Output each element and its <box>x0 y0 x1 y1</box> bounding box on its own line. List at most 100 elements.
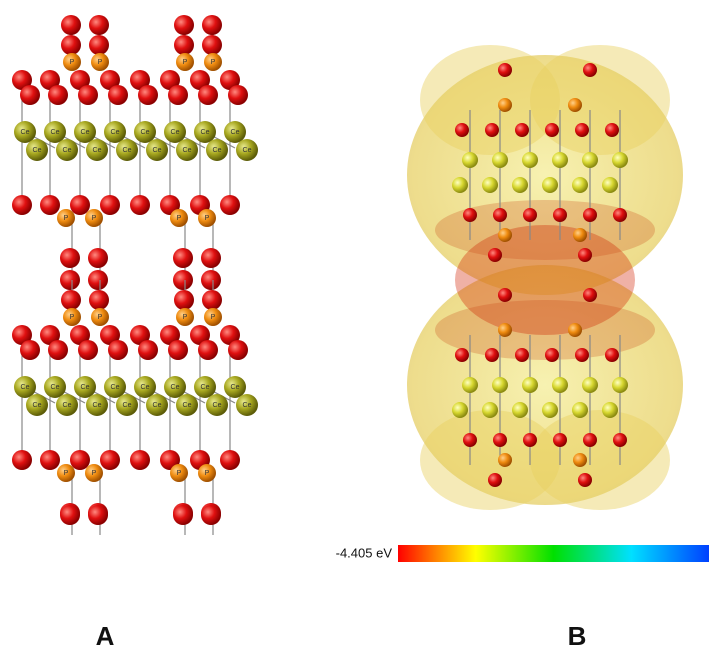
phosphorus-atom <box>498 228 512 242</box>
oxygen-atom <box>138 340 158 360</box>
atom-label: Ce <box>93 402 102 409</box>
phosphorus-atom <box>573 228 587 242</box>
oxygen-atom <box>138 85 158 105</box>
atom-label: Ce <box>63 147 72 154</box>
oxygen-atom <box>202 15 222 35</box>
phosphorus-atom <box>170 209 188 227</box>
phosphorus-atom <box>198 209 216 227</box>
cerium-atom <box>512 402 528 418</box>
cerium-atom <box>56 394 78 416</box>
oxygen-atom <box>201 505 221 525</box>
oxygen-atom <box>498 288 512 302</box>
oxygen-atom <box>12 195 32 215</box>
cerium-atom <box>452 177 468 193</box>
oxygen-atom <box>100 70 120 90</box>
atom-label: Ce <box>183 402 192 409</box>
cerium-atom <box>512 177 528 193</box>
atom-label: P <box>177 215 182 222</box>
phosphorus-atom <box>91 53 109 71</box>
oxygen-atom <box>12 70 32 90</box>
atom-label: P <box>177 470 182 477</box>
cerium-atom <box>236 139 258 161</box>
cerium-atom <box>452 402 468 418</box>
oxygen-atom <box>578 248 592 262</box>
atom-label: Ce <box>123 402 132 409</box>
surface <box>530 45 670 155</box>
cerium-atom <box>542 177 558 193</box>
oxygen-atom <box>545 348 559 362</box>
oxygen-atom <box>553 208 567 222</box>
oxygen-atom <box>515 348 529 362</box>
oxygen-atom <box>190 325 210 345</box>
oxygen-atom <box>455 348 469 362</box>
oxygen-atom <box>61 290 81 310</box>
cerium-atom <box>522 152 538 168</box>
atom-label: Ce <box>243 402 252 409</box>
phosphorus-atom <box>498 453 512 467</box>
atom-label: Ce <box>201 129 210 136</box>
cerium-atom <box>74 376 96 398</box>
oxygen-atom <box>130 195 150 215</box>
oxygen-atom <box>201 270 221 290</box>
cerium-atom <box>236 394 258 416</box>
oxygen-atom <box>228 85 248 105</box>
oxygen-atom <box>493 433 507 447</box>
oxygen-atom <box>70 70 90 90</box>
oxygen-atom <box>78 85 98 105</box>
oxygen-atom <box>220 195 240 215</box>
oxygen-atom <box>488 473 502 487</box>
phosphorus-atom <box>498 323 512 337</box>
oxygen-atom <box>220 450 240 470</box>
oxygen-atom <box>198 85 218 105</box>
cerium-atom <box>206 394 228 416</box>
oxygen-atom <box>583 288 597 302</box>
oxygen-atom <box>463 208 477 222</box>
atom-label: P <box>183 314 188 321</box>
phosphorus-atom <box>85 464 103 482</box>
atom-label: P <box>98 314 103 321</box>
oxygen-atom <box>88 270 108 290</box>
phosphorus-atom <box>63 53 81 71</box>
atom-label: P <box>92 470 97 477</box>
atom-label: P <box>205 470 210 477</box>
atom-label: Ce <box>243 147 252 154</box>
cerium-atom <box>224 121 246 143</box>
oxygen-atom <box>160 325 180 345</box>
cerium-atom <box>164 376 186 398</box>
atom-label: Ce <box>183 147 192 154</box>
oxygen-atom <box>523 433 537 447</box>
cerium-atom <box>104 121 126 143</box>
cerium-atom <box>44 121 66 143</box>
cerium-atom <box>492 152 508 168</box>
atom-label: Ce <box>123 147 132 154</box>
atom-label: Ce <box>81 129 90 136</box>
oxygen-atom <box>160 70 180 90</box>
oxygen-atom <box>198 340 218 360</box>
cerium-atom <box>14 376 36 398</box>
oxygen-atom <box>605 123 619 137</box>
atom-label: P <box>183 59 188 66</box>
colorbar <box>398 545 709 562</box>
surface <box>407 55 683 295</box>
oxygen-atom <box>174 35 194 55</box>
cerium-atom <box>462 152 478 168</box>
oxygen-atom <box>220 325 240 345</box>
cerium-atom <box>116 394 138 416</box>
atom-label: Ce <box>153 147 162 154</box>
atom-label: Ce <box>93 147 102 154</box>
oxygen-atom <box>174 290 194 310</box>
phosphorus-atom <box>91 308 109 326</box>
phosphorus-atom <box>170 464 188 482</box>
panel-label: B <box>568 621 587 651</box>
oxygen-atom <box>488 248 502 262</box>
oxygen-atom <box>70 325 90 345</box>
oxygen-atom <box>40 450 60 470</box>
oxygen-atom <box>613 433 627 447</box>
atom-label: P <box>70 314 75 321</box>
surface <box>435 200 655 260</box>
atom-label: Ce <box>81 384 90 391</box>
oxygen-atom <box>48 85 68 105</box>
phosphorus-atom <box>176 308 194 326</box>
